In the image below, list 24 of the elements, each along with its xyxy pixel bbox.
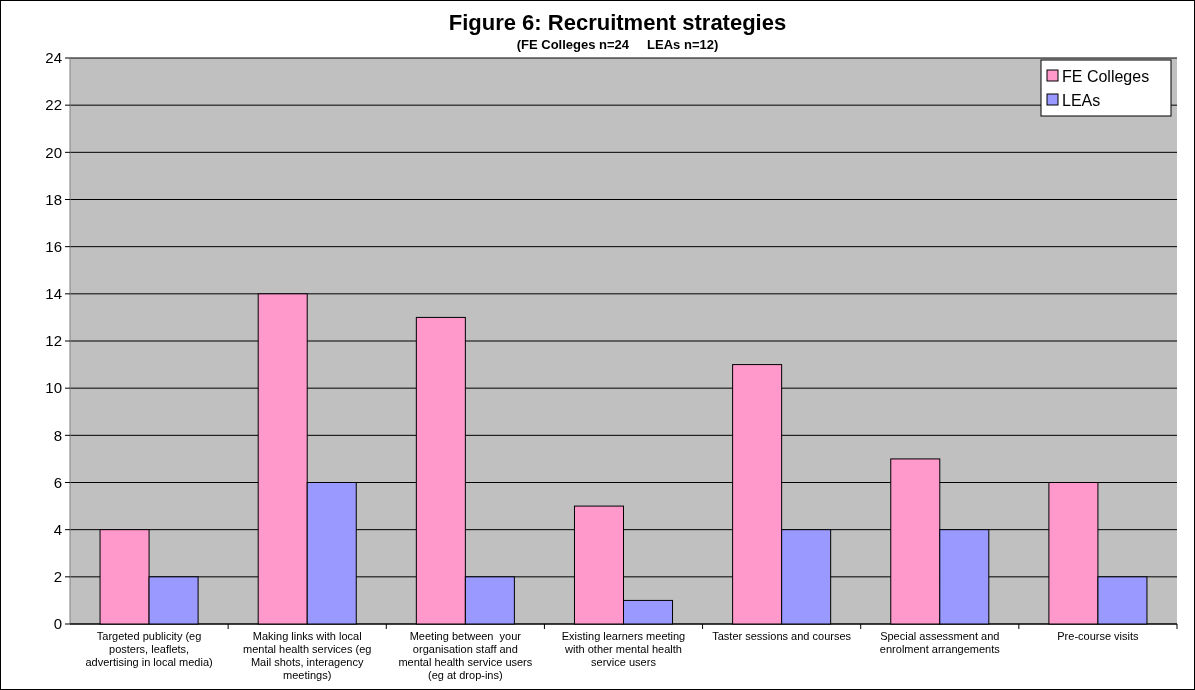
y-tick-label: 24 xyxy=(45,49,62,67)
y-tick-label: 20 xyxy=(45,143,62,161)
x-tick-label: Targeted publicity (eg posters, leaflets, advertising in local media) xyxy=(85,630,213,668)
x-tick-label: Making links with local mental health services (eg Mail shots, interagency meetings) xyxy=(243,630,372,681)
y-tick-label: 22 xyxy=(45,96,62,114)
y-tick-label: 12 xyxy=(45,332,62,350)
y-tick-label: 4 xyxy=(53,520,62,538)
x-tick-label: Meeting between your organisation staff and mental health service users (eg at drop-ins) xyxy=(398,630,533,681)
y-tick-label: 14 xyxy=(45,285,62,303)
y-tick-label: 16 xyxy=(45,237,62,255)
y-tick-label: 2 xyxy=(53,568,62,586)
x-tick-label: Existing learners meeting with other mental health service users xyxy=(561,630,686,668)
y-tick-label: 6 xyxy=(53,473,62,491)
chart-subtitle: (FE Colleges n=24 LEAs n=12) xyxy=(516,37,719,52)
y-tick-label: 10 xyxy=(45,379,62,397)
legend-label: LEAs xyxy=(1062,91,1101,109)
x-tick-label: Special assessment and enrolment arrangements xyxy=(879,630,1001,655)
x-tick-label: Taster sessions and courses xyxy=(712,630,852,642)
y-tick-label: 18 xyxy=(45,190,62,208)
legend-label: FE Colleges xyxy=(1062,67,1150,85)
x-tick-label: Pre-course visits xyxy=(1057,630,1140,642)
y-tick-label: 0 xyxy=(53,615,62,633)
y-tick-label: 8 xyxy=(53,426,62,444)
chart-title: Figure 6: Recruitment strategies xyxy=(448,10,787,35)
